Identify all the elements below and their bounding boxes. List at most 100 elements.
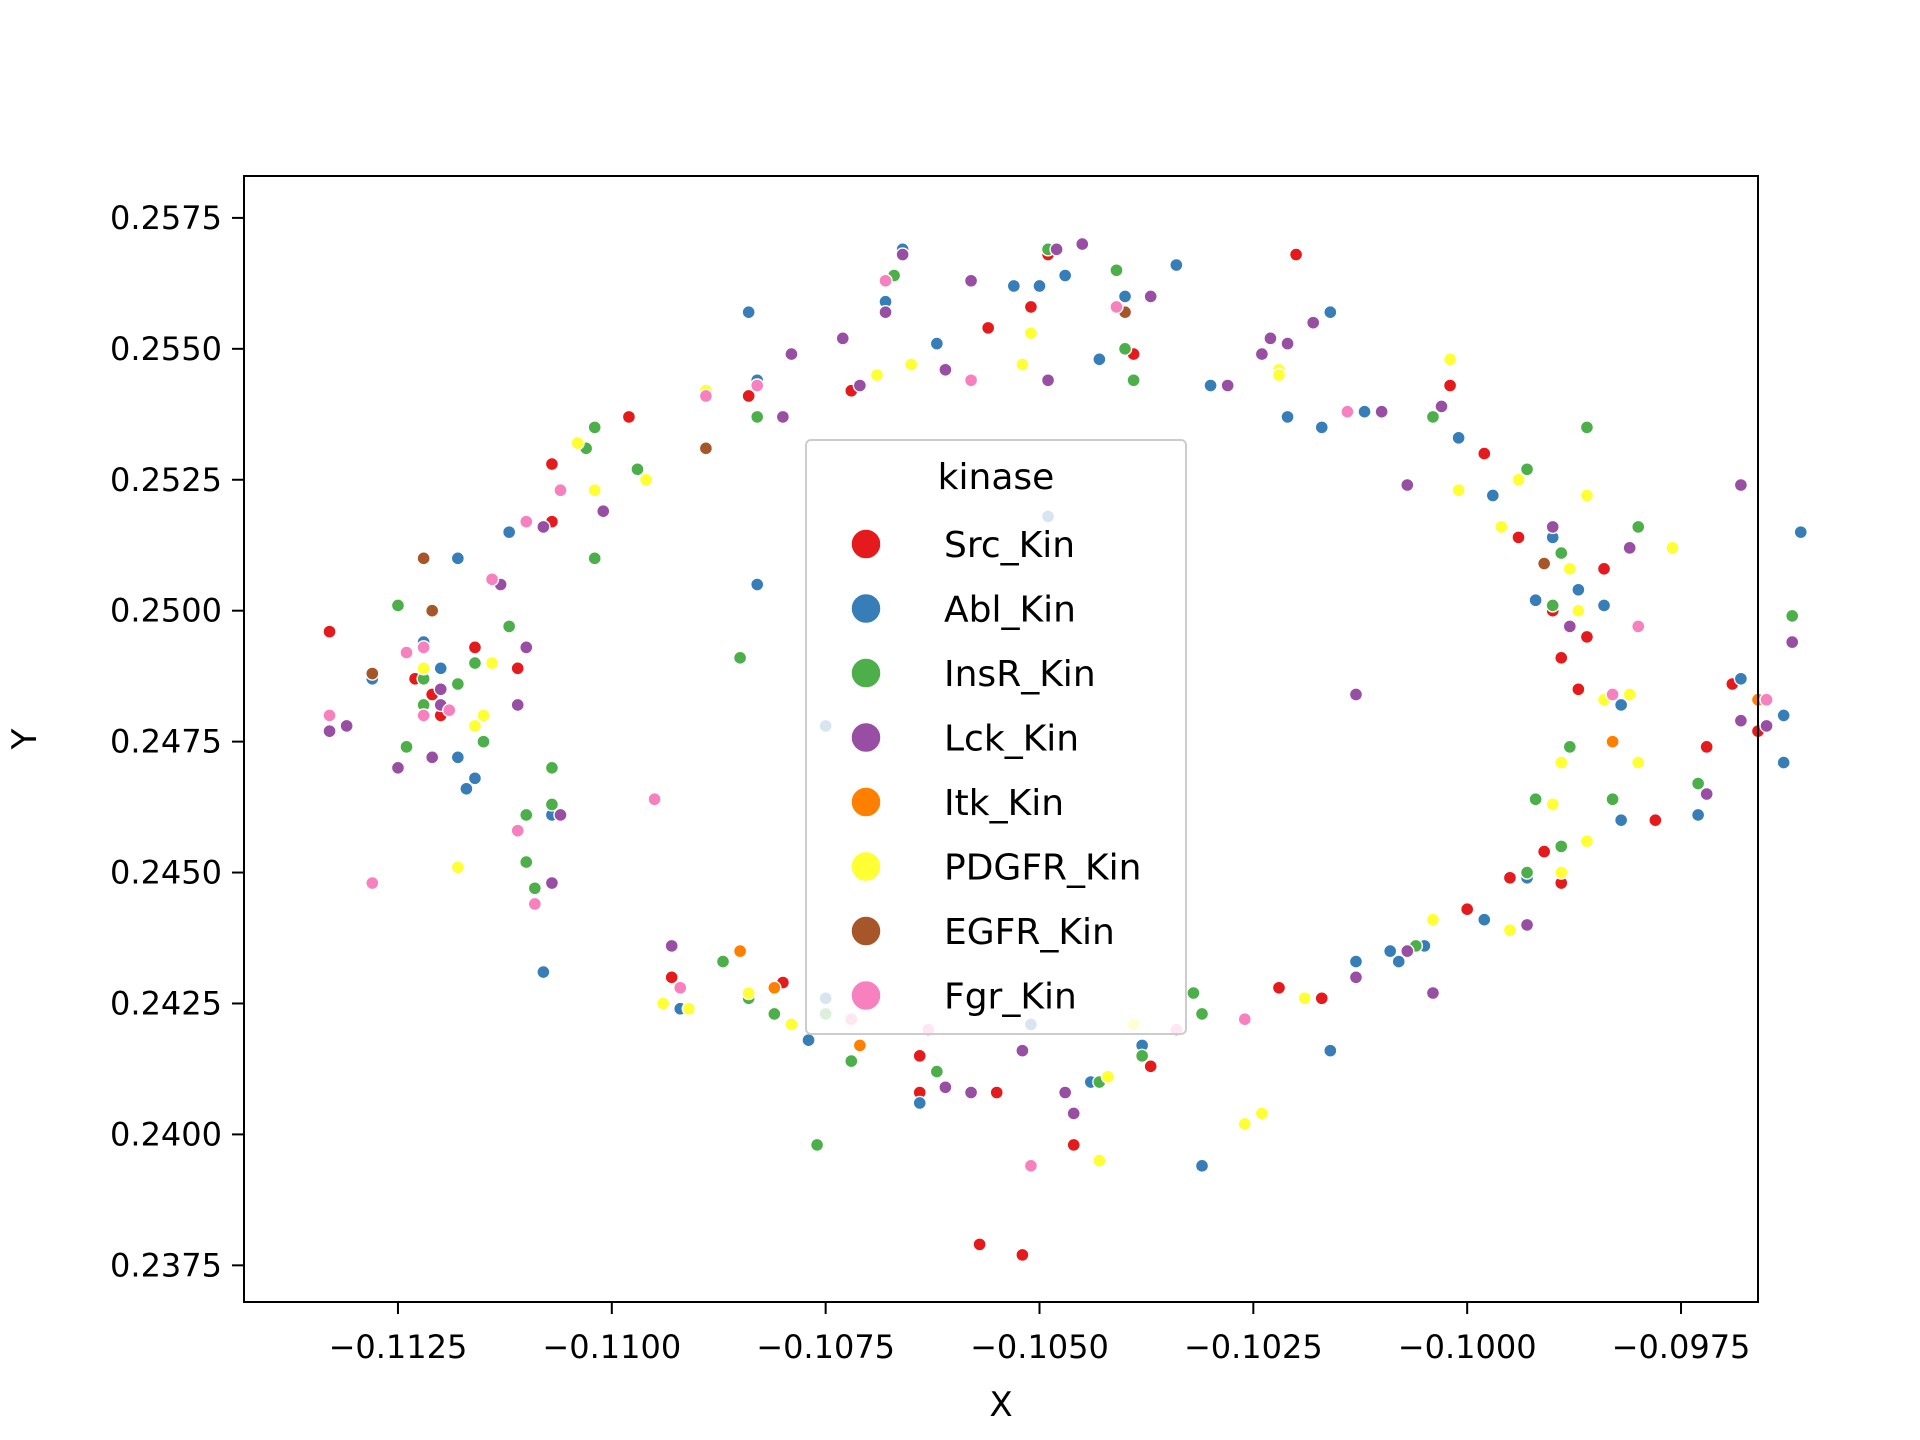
point-lck-kin: [1348, 687, 1364, 702]
point-fgr-kin: [878, 273, 893, 288]
point-src-kin: [1066, 1137, 1081, 1153]
point-fgr-kin: [1023, 1158, 1039, 1174]
point-pdgfr-kin: [1254, 1106, 1270, 1121]
point-src-kin: [1459, 902, 1475, 917]
point-insr-kin: [501, 619, 517, 634]
x-tick-label: −0.1050: [970, 1328, 1109, 1366]
point-lck-kin: [1348, 970, 1364, 985]
point-pdgfr-kin: [1237, 1116, 1252, 1132]
point-fgr-kin: [1340, 404, 1355, 419]
point-fgr-kin: [1237, 1011, 1252, 1027]
point-insr-kin: [1554, 839, 1569, 854]
x-tick-label: −0.0975: [1612, 1328, 1751, 1366]
point-lck-kin: [878, 304, 893, 320]
point-src-kin: [467, 640, 483, 655]
y-tick-label: 0.2400: [110, 1115, 222, 1153]
point-src-kin: [1511, 530, 1526, 545]
point-src-kin: [621, 409, 637, 425]
legend-label: EGFR_Kin: [944, 912, 1115, 953]
point-insr-kin: [1785, 608, 1800, 624]
point-lck-kin: [1519, 917, 1535, 933]
x-axis-title: X: [989, 1385, 1012, 1425]
point-abl-kin: [1006, 278, 1022, 294]
point-insr-kin: [1425, 409, 1441, 425]
point-insr-kin: [715, 954, 731, 969]
point-lck-kin: [553, 807, 568, 823]
legend-marker: [850, 786, 882, 818]
point-lck-kin: [1254, 346, 1270, 362]
point-lck-kin: [390, 760, 406, 776]
point-abl-kin: [450, 551, 466, 566]
plot-frame: [243, 175, 1759, 1303]
y-tick-label: 0.2375: [110, 1246, 222, 1284]
point-lck-kin: [1374, 404, 1389, 419]
point-pdgfr-kin: [1631, 755, 1646, 770]
point-pdgfr-kin: [1297, 991, 1312, 1006]
y-tick-label: 0.2425: [110, 984, 222, 1022]
point-lck-kin: [596, 503, 611, 519]
point-itk-kin: [852, 1038, 868, 1053]
x-tick-label: −0.1100: [542, 1328, 681, 1366]
point-pdgfr-kin: [903, 357, 919, 372]
x-tick-label: −0.1075: [756, 1328, 895, 1366]
point-src-kin: [1699, 739, 1714, 755]
point-egfr-kin: [365, 666, 380, 681]
point-lck-kin: [1057, 1085, 1073, 1100]
y-axis-title: Y: [5, 728, 45, 750]
legend-title: kinase: [938, 457, 1055, 498]
point-fgr-kin: [399, 645, 414, 660]
point-fgr-kin: [963, 373, 979, 388]
point-lck-kin: [1040, 373, 1056, 388]
legend-box: [805, 439, 1187, 1035]
x-tick-label: −0.1025: [1184, 1328, 1323, 1366]
point-src-kin: [1596, 561, 1612, 576]
point-abl-kin: [750, 577, 765, 592]
point-lck-kin: [1562, 619, 1578, 634]
point-lck-kin: [1425, 985, 1441, 1001]
point-abl-kin: [1348, 954, 1364, 969]
point-insr-kin: [1134, 1048, 1150, 1064]
point-fgr-kin: [1605, 687, 1620, 702]
point-abl-kin: [912, 1095, 927, 1111]
point-src-kin: [1648, 812, 1663, 828]
point-pdgfr-kin: [1571, 603, 1586, 618]
x-tick-label: −0.1125: [329, 1328, 468, 1366]
point-abl-kin: [1280, 409, 1295, 425]
point-abl-kin: [1391, 954, 1406, 969]
point-pdgfr-kin: [1271, 367, 1287, 383]
point-abl-kin: [1194, 1158, 1210, 1174]
legend: kinase Src_Kin Abl_Kin InsR_Kin Lck_Kin Itk_…: [805, 439, 1187, 1035]
point-src-kin: [510, 661, 525, 676]
point-src-kin: [1502, 870, 1518, 885]
legend-marker: [850, 592, 882, 625]
point-pdgfr-kin: [416, 661, 431, 676]
point-insr-kin: [467, 655, 483, 671]
point-abl-kin: [1323, 1043, 1338, 1058]
point-abl-kin: [1203, 378, 1218, 393]
point-abl-kin: [1776, 755, 1791, 770]
point-fgr-kin: [750, 378, 765, 393]
point-insr-kin: [390, 598, 406, 613]
point-src-kin: [972, 1237, 987, 1252]
legend-label: Fgr_Kin: [944, 977, 1077, 1018]
point-lck-kin: [433, 682, 448, 697]
point-lck-kin: [895, 247, 910, 262]
legend-entries: Src_Kin Abl_Kin InsR_Kin Lck_Kin Itk_Kin PDGF…: [850, 525, 1141, 1018]
point-fgr-kin: [322, 708, 337, 723]
point-src-kin: [1571, 682, 1586, 697]
point-abl-kin: [433, 661, 448, 676]
point-abl-kin: [501, 524, 517, 540]
point-insr-kin: [844, 1053, 859, 1069]
point-pdgfr-kin: [476, 708, 491, 723]
point-pdgfr-kin: [484, 655, 500, 671]
point-abl-kin: [1323, 304, 1338, 320]
point-abl-kin: [1451, 430, 1466, 446]
point-lck-kin: [1434, 399, 1449, 414]
point-src-kin: [1143, 1059, 1158, 1074]
point-insr-kin: [1562, 739, 1578, 755]
point-fgr-kin: [698, 388, 714, 404]
legend-label: Src_Kin: [944, 525, 1075, 566]
point-insr-kin: [732, 650, 748, 666]
point-insr-kin: [527, 881, 543, 896]
